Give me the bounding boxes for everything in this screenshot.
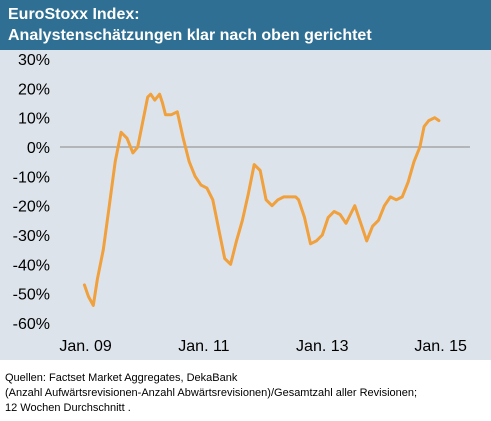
source-note: Quellen: Factset Market Aggregates, Deka…	[5, 371, 489, 416]
source-line-3: 12 Wochen Durchschnitt .	[5, 402, 131, 414]
y-tick-label: -30%	[13, 228, 50, 245]
y-tick-label: 20%	[18, 81, 50, 98]
y-tick-label: -20%	[13, 199, 50, 216]
source-line-2: (Anzahl Aufwärtsrevisionen-Anzahl Abwärt…	[5, 387, 418, 399]
y-tick-label: 0%	[27, 140, 50, 157]
y-tick-label: -50%	[13, 287, 50, 304]
series-line	[82, 92, 441, 307]
x-tick-label: Jan. 09	[59, 338, 112, 355]
x-tick-label: Jan. 11	[178, 338, 229, 355]
chart-title: EuroStoxx Index:	[8, 6, 140, 23]
y-tick-label: -40%	[13, 257, 50, 274]
y-tick-label: -60%	[13, 316, 50, 333]
source-line-1: Quellen: Factset Market Aggregates, Deka…	[5, 372, 238, 384]
y-tick-label: -10%	[13, 169, 50, 186]
x-tick-label: Jan. 15	[414, 338, 467, 355]
line-chart: 30% 20% 10% 0% -10% -20% -30% -40% -50% -60% Jan. …	[13, 52, 470, 355]
x-tick-label: Jan. 13	[296, 338, 349, 355]
title-bar: EuroStoxx Index: Analystenschätzungen kl…	[0, 0, 491, 50]
y-tick-label: 10%	[18, 111, 50, 128]
y-tick-label: 30%	[18, 52, 50, 69]
chart-subtitle: Analystenschätzungen klar nach oben geri…	[8, 27, 372, 44]
